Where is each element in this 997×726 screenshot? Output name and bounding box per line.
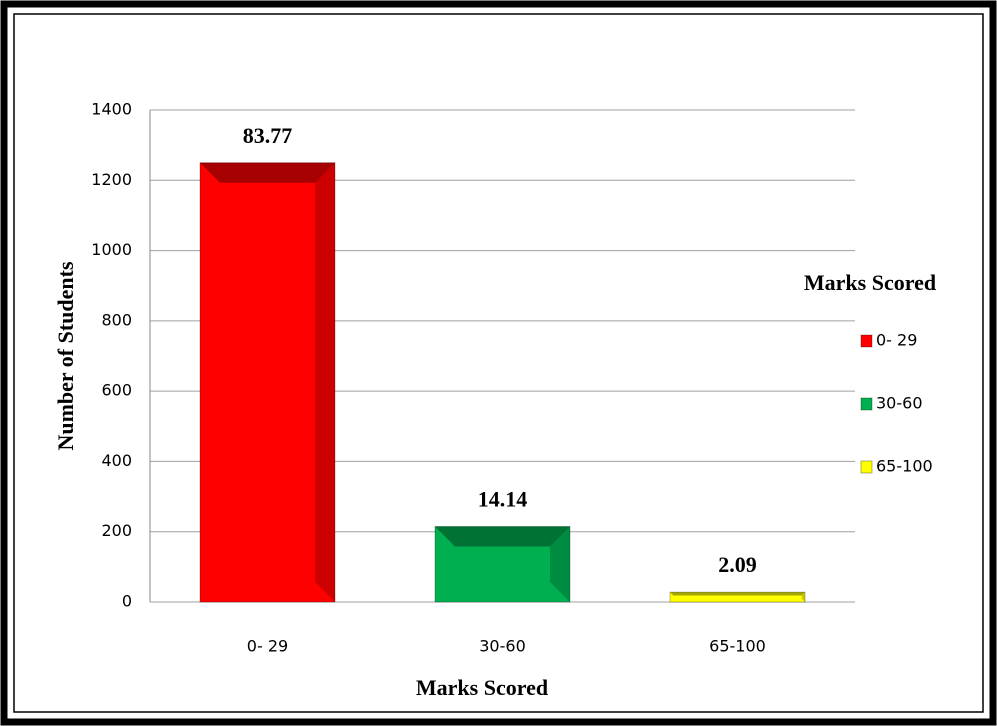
legend-label: 0- 29 <box>876 331 917 350</box>
y-axis-label: Number of Students <box>53 261 78 451</box>
y-tick-label: 600 <box>101 381 132 400</box>
legend-swatch <box>860 334 873 348</box>
y-tick-label: 1400 <box>91 100 132 119</box>
bar-bevel <box>550 526 570 602</box>
y-tick-label: 1200 <box>91 170 132 189</box>
bar <box>669 591 806 603</box>
bar-bevel <box>435 526 570 547</box>
legend-label: 65-100 <box>876 457 933 476</box>
x-tick-label: 65-100 <box>709 637 766 656</box>
x-tick-label: 30-60 <box>479 637 526 656</box>
y-tick-label: 0 <box>122 592 132 611</box>
data-label: 83.77 <box>243 123 293 148</box>
bar-bevel <box>315 162 335 602</box>
legend-swatch <box>860 397 873 411</box>
bar <box>199 162 336 603</box>
x-tick-label: 0- 29 <box>247 637 288 656</box>
bar-bevel <box>801 592 805 602</box>
bar-bevel <box>200 162 335 183</box>
x-axis-label: Marks Scored <box>416 675 548 700</box>
bar <box>434 525 571 603</box>
legend-label: 30-60 <box>876 394 923 413</box>
bar-bevel <box>670 592 805 596</box>
data-label: 2.09 <box>718 552 757 577</box>
data-label: 14.14 <box>478 486 528 511</box>
inner-frame <box>13 13 984 713</box>
legend-swatch <box>860 460 873 474</box>
y-tick-label: 200 <box>101 521 132 540</box>
y-tick-label: 1000 <box>91 240 132 259</box>
y-tick-label: 400 <box>101 451 132 470</box>
legend-title: Marks Scored <box>804 270 936 295</box>
y-tick-label: 800 <box>101 310 132 329</box>
